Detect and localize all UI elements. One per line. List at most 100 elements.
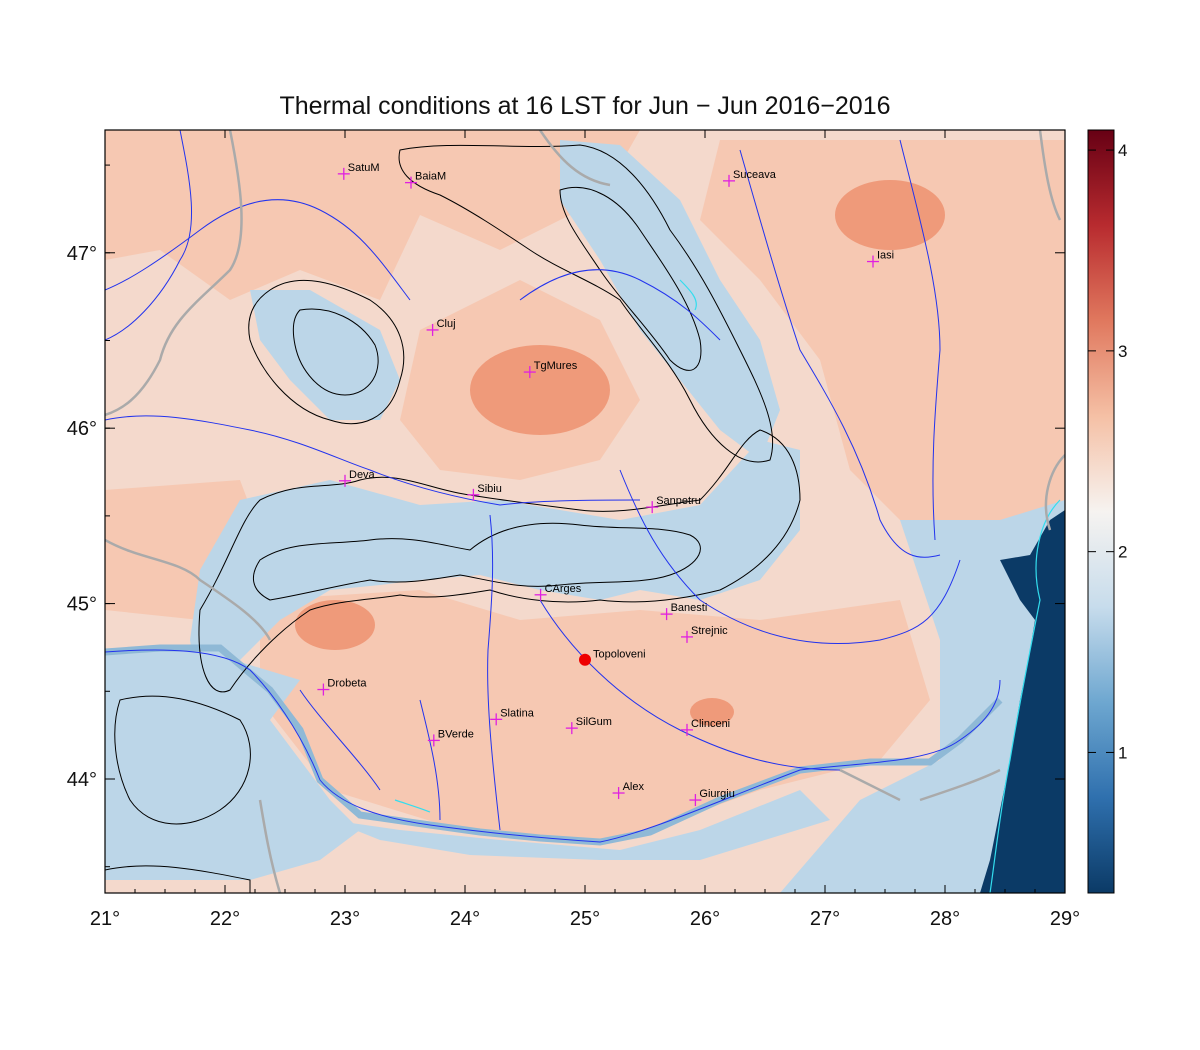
city-marker: Slatina <box>490 707 535 726</box>
border-serbia <box>105 538 272 641</box>
colorbar-tick-label: 1 <box>1118 743 1127 762</box>
city-marker: Strejnic <box>681 625 728 643</box>
hot-spot-southwest <box>295 600 375 650</box>
black-sea-coast <box>989 499 1061 893</box>
colorbar-tick-label: 4 <box>1118 141 1127 160</box>
lake-danube-sw <box>394 799 431 813</box>
warm-area-moldova <box>700 140 1065 560</box>
coastline <box>394 279 1061 893</box>
city-marker: SatuM <box>337 162 380 180</box>
x-tick-label: 28° <box>930 908 960 930</box>
city-label: SatuM <box>348 162 380 174</box>
city-label: SilGum <box>576 716 612 728</box>
southwest-contour <box>114 695 251 825</box>
carpathians-cool-zone <box>190 440 800 700</box>
colorbar-tick-label: 2 <box>1118 543 1127 562</box>
apuseni-contour-inner <box>292 308 379 396</box>
colorbar-gradient <box>1087 129 1115 894</box>
city-label: Deva <box>349 469 376 481</box>
city-label: Giurgiu <box>699 788 734 800</box>
highlight-site: Topoloveni <box>579 649 646 666</box>
river-mures <box>105 415 641 506</box>
city-marker: Cluj <box>426 318 456 336</box>
eastern-carpathians-cool-zone <box>560 140 780 460</box>
river-jiu <box>419 699 441 821</box>
border-ukraine-north <box>538 130 611 187</box>
x-tick-label: 26° <box>690 908 720 930</box>
terrain-contours <box>105 144 801 893</box>
river-prut <box>899 139 941 541</box>
rivers <box>105 130 1001 843</box>
warm-area-wallachia <box>260 590 930 840</box>
x-tick-label: 25° <box>570 908 600 930</box>
city-label: Cluj <box>437 318 456 330</box>
city-label: TgMures <box>534 360 578 372</box>
carpathian-contour-outer <box>198 429 801 693</box>
city-label: Drobeta <box>327 678 367 690</box>
river-olt <box>487 514 501 831</box>
river-crisul <box>105 130 193 341</box>
y-tick-label: 46° <box>67 418 97 440</box>
river-siret <box>739 149 941 558</box>
x-tick-label: 23° <box>330 908 360 930</box>
city-marker: Sanpetru <box>646 495 701 514</box>
lake-izvorul <box>679 279 697 311</box>
apuseni-cool-zone <box>250 290 400 420</box>
map-plot-area <box>105 130 1065 893</box>
danube-cool-band <box>330 790 830 860</box>
city-label: Alex <box>623 781 645 793</box>
hot-spot-tgmures <box>470 345 610 435</box>
city-label: BVerde <box>438 728 474 740</box>
city-marker: CArges <box>534 583 582 601</box>
city-label: Suceava <box>733 169 777 181</box>
city-markers: SatuM BaiaM Suceava Iasi Cluj TgMures Deva Sibi… <box>317 162 894 807</box>
city-label: Strejnic <box>691 625 728 637</box>
city-label: CArges <box>545 583 582 595</box>
city-marker: BaiaM <box>405 171 446 189</box>
city-marker: Iasi <box>867 250 894 268</box>
hot-spot-iasi <box>835 180 945 250</box>
eastern-carpathian-contour-inner <box>559 186 702 371</box>
city-marker: TgMures <box>523 360 578 379</box>
city-marker: Banesti <box>660 602 708 621</box>
colorbar-tick-label: 3 <box>1118 342 1127 361</box>
cool-areas <box>105 140 1065 893</box>
y-tick-label: 47° <box>67 243 97 265</box>
city-marker: Giurgiu <box>689 788 735 807</box>
river-somes <box>105 199 411 301</box>
city-marker: Alex <box>612 781 645 800</box>
x-tick-label: 22° <box>210 908 240 930</box>
x-axis-ticks: 21° 22° 23° 24° 25° 26° 27° 28° 29° <box>90 130 1080 930</box>
river-tarnava <box>519 269 721 341</box>
hot-spots <box>295 180 945 726</box>
map-title: Thermal conditions at 16 LST for Jun − J… <box>279 92 891 120</box>
border-moldova-south <box>1044 454 1065 531</box>
y-tick-label: 45° <box>67 594 97 616</box>
city-label: Banesti <box>671 602 708 614</box>
y-tick-label: 44° <box>67 769 97 791</box>
city-label: Iasi <box>877 250 894 262</box>
colorbar-ticks: 1 2 3 4 <box>1088 141 1127 762</box>
hot-spot-clinceni <box>690 698 734 726</box>
highlight-site-dot <box>579 653 591 666</box>
highlight-site-label: Topoloveni <box>593 649 646 661</box>
country-borders <box>105 130 1065 893</box>
southwest-cool-zone <box>105 650 360 880</box>
city-marker: BVerde <box>427 728 474 747</box>
x-tick-label: 29° <box>1050 908 1080 930</box>
city-label: Sanpetru <box>656 495 701 507</box>
river-arges <box>539 599 841 771</box>
border-bulgaria-west <box>258 799 282 893</box>
city-marker: Sibiu <box>467 483 502 501</box>
city-label: BaiaM <box>415 171 446 183</box>
river-danube <box>105 649 1001 843</box>
bottom-left-contour <box>105 865 251 893</box>
city-label: Slatina <box>500 707 535 719</box>
city-marker: Drobeta <box>317 678 367 696</box>
dobrogea-cool-zone <box>780 500 1065 893</box>
y-axis-ticks: 44° 45° 46° 47° <box>67 164 1065 868</box>
city-label: Clinceni <box>691 718 730 730</box>
city-marker: Suceava <box>723 169 777 187</box>
city-marker: Clinceni <box>681 718 730 736</box>
